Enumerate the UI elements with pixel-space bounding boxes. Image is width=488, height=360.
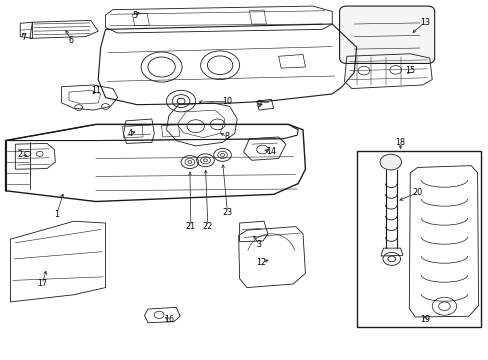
Text: 3: 3 [256, 240, 261, 249]
Text: 1: 1 [54, 210, 59, 219]
Text: 22: 22 [203, 222, 213, 231]
Text: 5: 5 [132, 10, 137, 19]
Text: 7: 7 [21, 33, 27, 42]
Text: 14: 14 [266, 147, 276, 156]
Text: 19: 19 [419, 315, 429, 324]
Text: 11: 11 [91, 86, 101, 95]
FancyBboxPatch shape [339, 6, 434, 63]
Text: 13: 13 [419, 18, 429, 27]
Text: 23: 23 [222, 208, 232, 217]
Text: 16: 16 [163, 315, 174, 324]
Bar [356, 151, 480, 327]
Text: 15: 15 [405, 66, 414, 75]
Text: 17: 17 [37, 279, 47, 288]
Text: 2: 2 [18, 150, 23, 159]
Text: 21: 21 [185, 222, 196, 231]
Text: 12: 12 [256, 258, 266, 267]
Text: 8: 8 [224, 132, 229, 141]
Text: 6: 6 [69, 36, 74, 45]
Circle shape [379, 154, 401, 170]
Text: 9: 9 [256, 100, 261, 109]
Text: 10: 10 [222, 96, 232, 105]
Text: 4: 4 [127, 129, 132, 138]
Text: 18: 18 [395, 138, 405, 147]
Text: 20: 20 [412, 188, 422, 197]
